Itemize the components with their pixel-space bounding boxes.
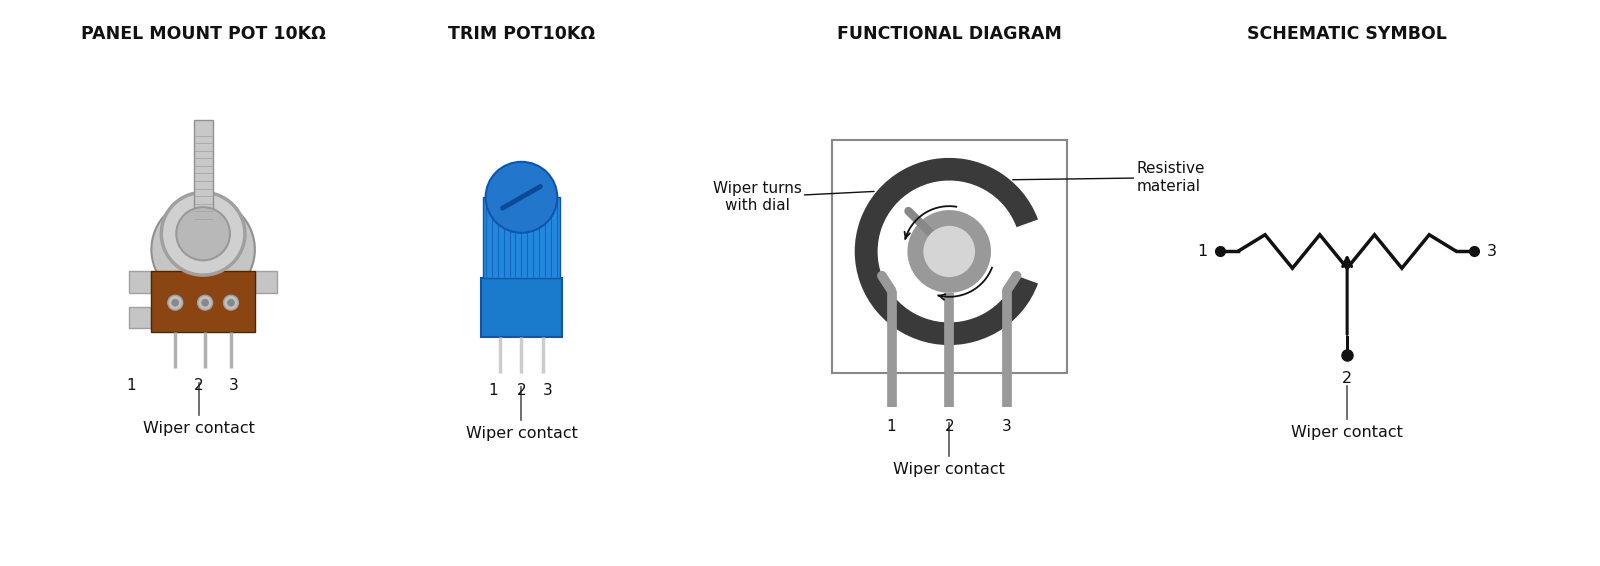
Circle shape — [198, 295, 213, 310]
Bar — [256, 271, 277, 293]
Text: SCHEMATIC SYMBOL: SCHEMATIC SYMBOL — [1246, 25, 1446, 43]
Text: Resistive
material: Resistive material — [1013, 161, 1205, 194]
Text: 2: 2 — [517, 383, 526, 397]
Text: 1: 1 — [488, 383, 499, 397]
Wedge shape — [854, 158, 1038, 345]
Bar — [832, 140, 1067, 372]
Text: 3: 3 — [229, 378, 238, 393]
Circle shape — [171, 299, 179, 306]
Circle shape — [202, 299, 208, 306]
Text: 3: 3 — [1002, 419, 1011, 434]
Circle shape — [486, 162, 557, 233]
Circle shape — [168, 295, 182, 310]
Bar — [150, 271, 256, 332]
Text: 2: 2 — [194, 378, 203, 393]
Circle shape — [152, 198, 254, 301]
Text: 1: 1 — [886, 419, 896, 434]
Bar — [130, 307, 150, 328]
Circle shape — [923, 226, 974, 277]
Text: PANEL MOUNT POT 10KΩ: PANEL MOUNT POT 10KΩ — [80, 25, 325, 43]
Text: Wiper contact: Wiper contact — [893, 462, 1005, 477]
Bar — [130, 271, 150, 293]
Text: FUNCTIONAL DIAGRAM: FUNCTIONAL DIAGRAM — [837, 25, 1062, 43]
Circle shape — [227, 299, 235, 306]
Text: 3: 3 — [1486, 244, 1496, 259]
Circle shape — [176, 207, 230, 260]
Text: 2: 2 — [944, 419, 954, 434]
Text: 1: 1 — [1198, 244, 1208, 259]
Text: Wiper contact: Wiper contact — [144, 421, 254, 436]
Circle shape — [162, 192, 245, 275]
Circle shape — [907, 210, 990, 293]
Bar — [194, 121, 213, 224]
Text: 3: 3 — [542, 383, 552, 397]
Text: TRIM POT10KΩ: TRIM POT10KΩ — [448, 25, 595, 43]
Text: Wiper contact: Wiper contact — [466, 426, 578, 441]
Text: Wiper contact: Wiper contact — [1291, 425, 1403, 440]
Text: 2: 2 — [1342, 371, 1352, 385]
Bar — [480, 278, 562, 337]
Bar — [483, 198, 560, 278]
Text: 1: 1 — [126, 378, 136, 393]
Circle shape — [224, 295, 238, 310]
Text: Wiper turns
with dial: Wiper turns with dial — [712, 181, 874, 213]
